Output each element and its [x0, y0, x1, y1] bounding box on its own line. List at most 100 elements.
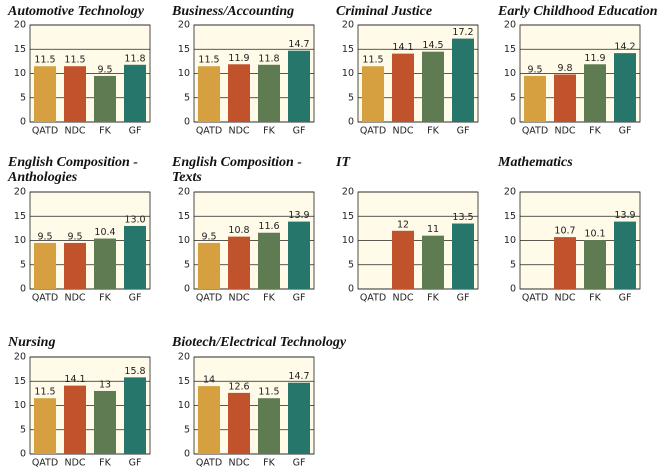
- y-tick-label: 5: [348, 259, 354, 270]
- y-tick-label: 0: [184, 284, 190, 295]
- x-tick-label: GF: [129, 293, 142, 304]
- y-tick-label: 5: [20, 259, 26, 270]
- x-tick-label: NDC: [554, 293, 575, 304]
- value-label: 15.8: [124, 366, 145, 377]
- x-tick-label: NDC: [64, 293, 85, 304]
- value-label: 13: [99, 379, 111, 390]
- value-label: 10.1: [584, 229, 605, 240]
- x-tick-label: QATD: [360, 126, 386, 137]
- x-tick-label: QATD: [522, 293, 548, 304]
- value-label: 14.5: [422, 40, 443, 51]
- x-tick-label: QATD: [196, 126, 222, 137]
- bar: [422, 235, 444, 289]
- bar: [198, 386, 220, 454]
- chart-title: Criminal Justice: [336, 4, 433, 19]
- x-tick-label: GF: [619, 293, 632, 304]
- y-tick-label: 10: [178, 68, 190, 79]
- bar: [124, 377, 146, 454]
- chart: 0 5 10 15 20 QATD 9.5 NDC 9.8 FK 11.9 GF 14.2: [504, 20, 641, 137]
- x-tick-label: QATD: [32, 126, 58, 137]
- bar: [258, 232, 280, 289]
- x-tick-label: NDC: [554, 126, 575, 137]
- value-label: 11.8: [258, 53, 279, 64]
- value-label: 14.1: [392, 42, 413, 53]
- bar: [614, 53, 636, 122]
- y-tick-label: 0: [20, 449, 26, 460]
- y-tick-label: 10: [342, 235, 354, 246]
- y-tick-label: 20: [14, 352, 26, 363]
- x-tick-label: GF: [619, 126, 632, 137]
- bar: [228, 64, 250, 122]
- value-label: 11: [427, 224, 439, 235]
- value-label: 9.5: [201, 231, 216, 242]
- chart-title: Biotech/Electrical Technology: [172, 335, 347, 350]
- x-tick-label: QATD: [522, 126, 548, 137]
- y-tick-label: 10: [342, 68, 354, 79]
- x-tick-label: NDC: [64, 126, 85, 137]
- value-label: 13.9: [288, 210, 309, 221]
- chart-title: Nursing: [8, 335, 56, 350]
- y-tick-label: 20: [504, 187, 516, 198]
- y-tick-label: 15: [504, 44, 516, 55]
- bar: [422, 51, 444, 122]
- chart-title: English Composition - Anthologies: [8, 155, 138, 185]
- x-tick-label: QATD: [32, 458, 58, 469]
- bar: [362, 66, 384, 122]
- chart-title: Automotive Technology: [8, 4, 144, 19]
- bar: [64, 66, 86, 122]
- chart: 0 5 10 15 20 QATD 11.5 NDC 11.9 FK 11.8 GF 14.7: [178, 20, 315, 137]
- value-label: 14.1: [64, 374, 85, 385]
- y-tick-label: 15: [178, 211, 190, 222]
- chart-title: Mathematics: [498, 155, 573, 170]
- x-tick-label: FK: [263, 458, 275, 469]
- value-label: 11.5: [34, 55, 55, 66]
- x-tick-label: GF: [129, 458, 142, 469]
- value-label: 10.8: [228, 225, 249, 236]
- x-tick-label: NDC: [64, 458, 85, 469]
- value-label: 9.8: [557, 63, 572, 74]
- bar: [258, 398, 280, 454]
- y-tick-label: 0: [184, 117, 190, 128]
- bar: [288, 50, 310, 122]
- chart: 0 5 10 15 20 QATD 11.5 NDC 11.5 FK 9.5 GF 11.8: [14, 20, 151, 137]
- bar: [198, 242, 220, 289]
- x-tick-label: NDC: [228, 126, 249, 137]
- y-tick-label: 5: [510, 259, 516, 270]
- value-label: 14.7: [288, 371, 309, 382]
- y-tick-label: 20: [342, 187, 354, 198]
- x-tick-label: NDC: [392, 293, 413, 304]
- y-tick-label: 5: [20, 424, 26, 435]
- x-tick-label: FK: [589, 293, 601, 304]
- bar: [94, 75, 116, 122]
- x-tick-label: QATD: [196, 458, 222, 469]
- value-label: 11.5: [64, 55, 85, 66]
- bar: [64, 385, 86, 454]
- bar: [228, 236, 250, 289]
- y-tick-label: 5: [184, 424, 190, 435]
- value-label: 11.6: [258, 221, 279, 232]
- chart: 0 5 10 15 20 QATD 9.5 NDC 9.5 FK 10.4 GF 13.0: [14, 187, 151, 304]
- y-tick-label: 0: [510, 284, 516, 295]
- bar: [34, 398, 56, 454]
- x-tick-label: QATD: [360, 293, 386, 304]
- bar: [94, 390, 116, 454]
- bar: [554, 237, 576, 289]
- value-label: 11.8: [124, 53, 145, 64]
- bar: [288, 221, 310, 289]
- value-label: 9.5: [527, 64, 542, 75]
- y-tick-label: 20: [504, 20, 516, 31]
- value-label: 13.0: [124, 214, 145, 225]
- x-tick-label: QATD: [32, 293, 58, 304]
- x-tick-label: GF: [457, 126, 470, 137]
- bar: [34, 242, 56, 289]
- value-label: 12: [397, 219, 409, 230]
- chart: 0 5 10 15 20 QATD NDC 12 FK 11 GF 13.5: [342, 187, 479, 304]
- bar: [614, 221, 636, 289]
- x-tick-label: FK: [263, 293, 275, 304]
- value-label: 14.2: [614, 42, 635, 53]
- x-tick-label: FK: [263, 126, 275, 137]
- x-tick-label: FK: [99, 126, 111, 137]
- y-tick-label: 0: [20, 117, 26, 128]
- y-tick-label: 20: [342, 20, 354, 31]
